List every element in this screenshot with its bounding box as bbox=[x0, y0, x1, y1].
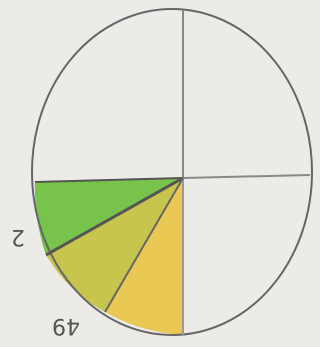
bottom-label: 49 bbox=[52, 313, 80, 338]
left-label: 2 bbox=[11, 224, 25, 249]
page: 2 49 (() => { const data = JSON.parse(do… bbox=[0, 0, 313, 347]
sketch: 2 49 bbox=[0, 0, 313, 347]
